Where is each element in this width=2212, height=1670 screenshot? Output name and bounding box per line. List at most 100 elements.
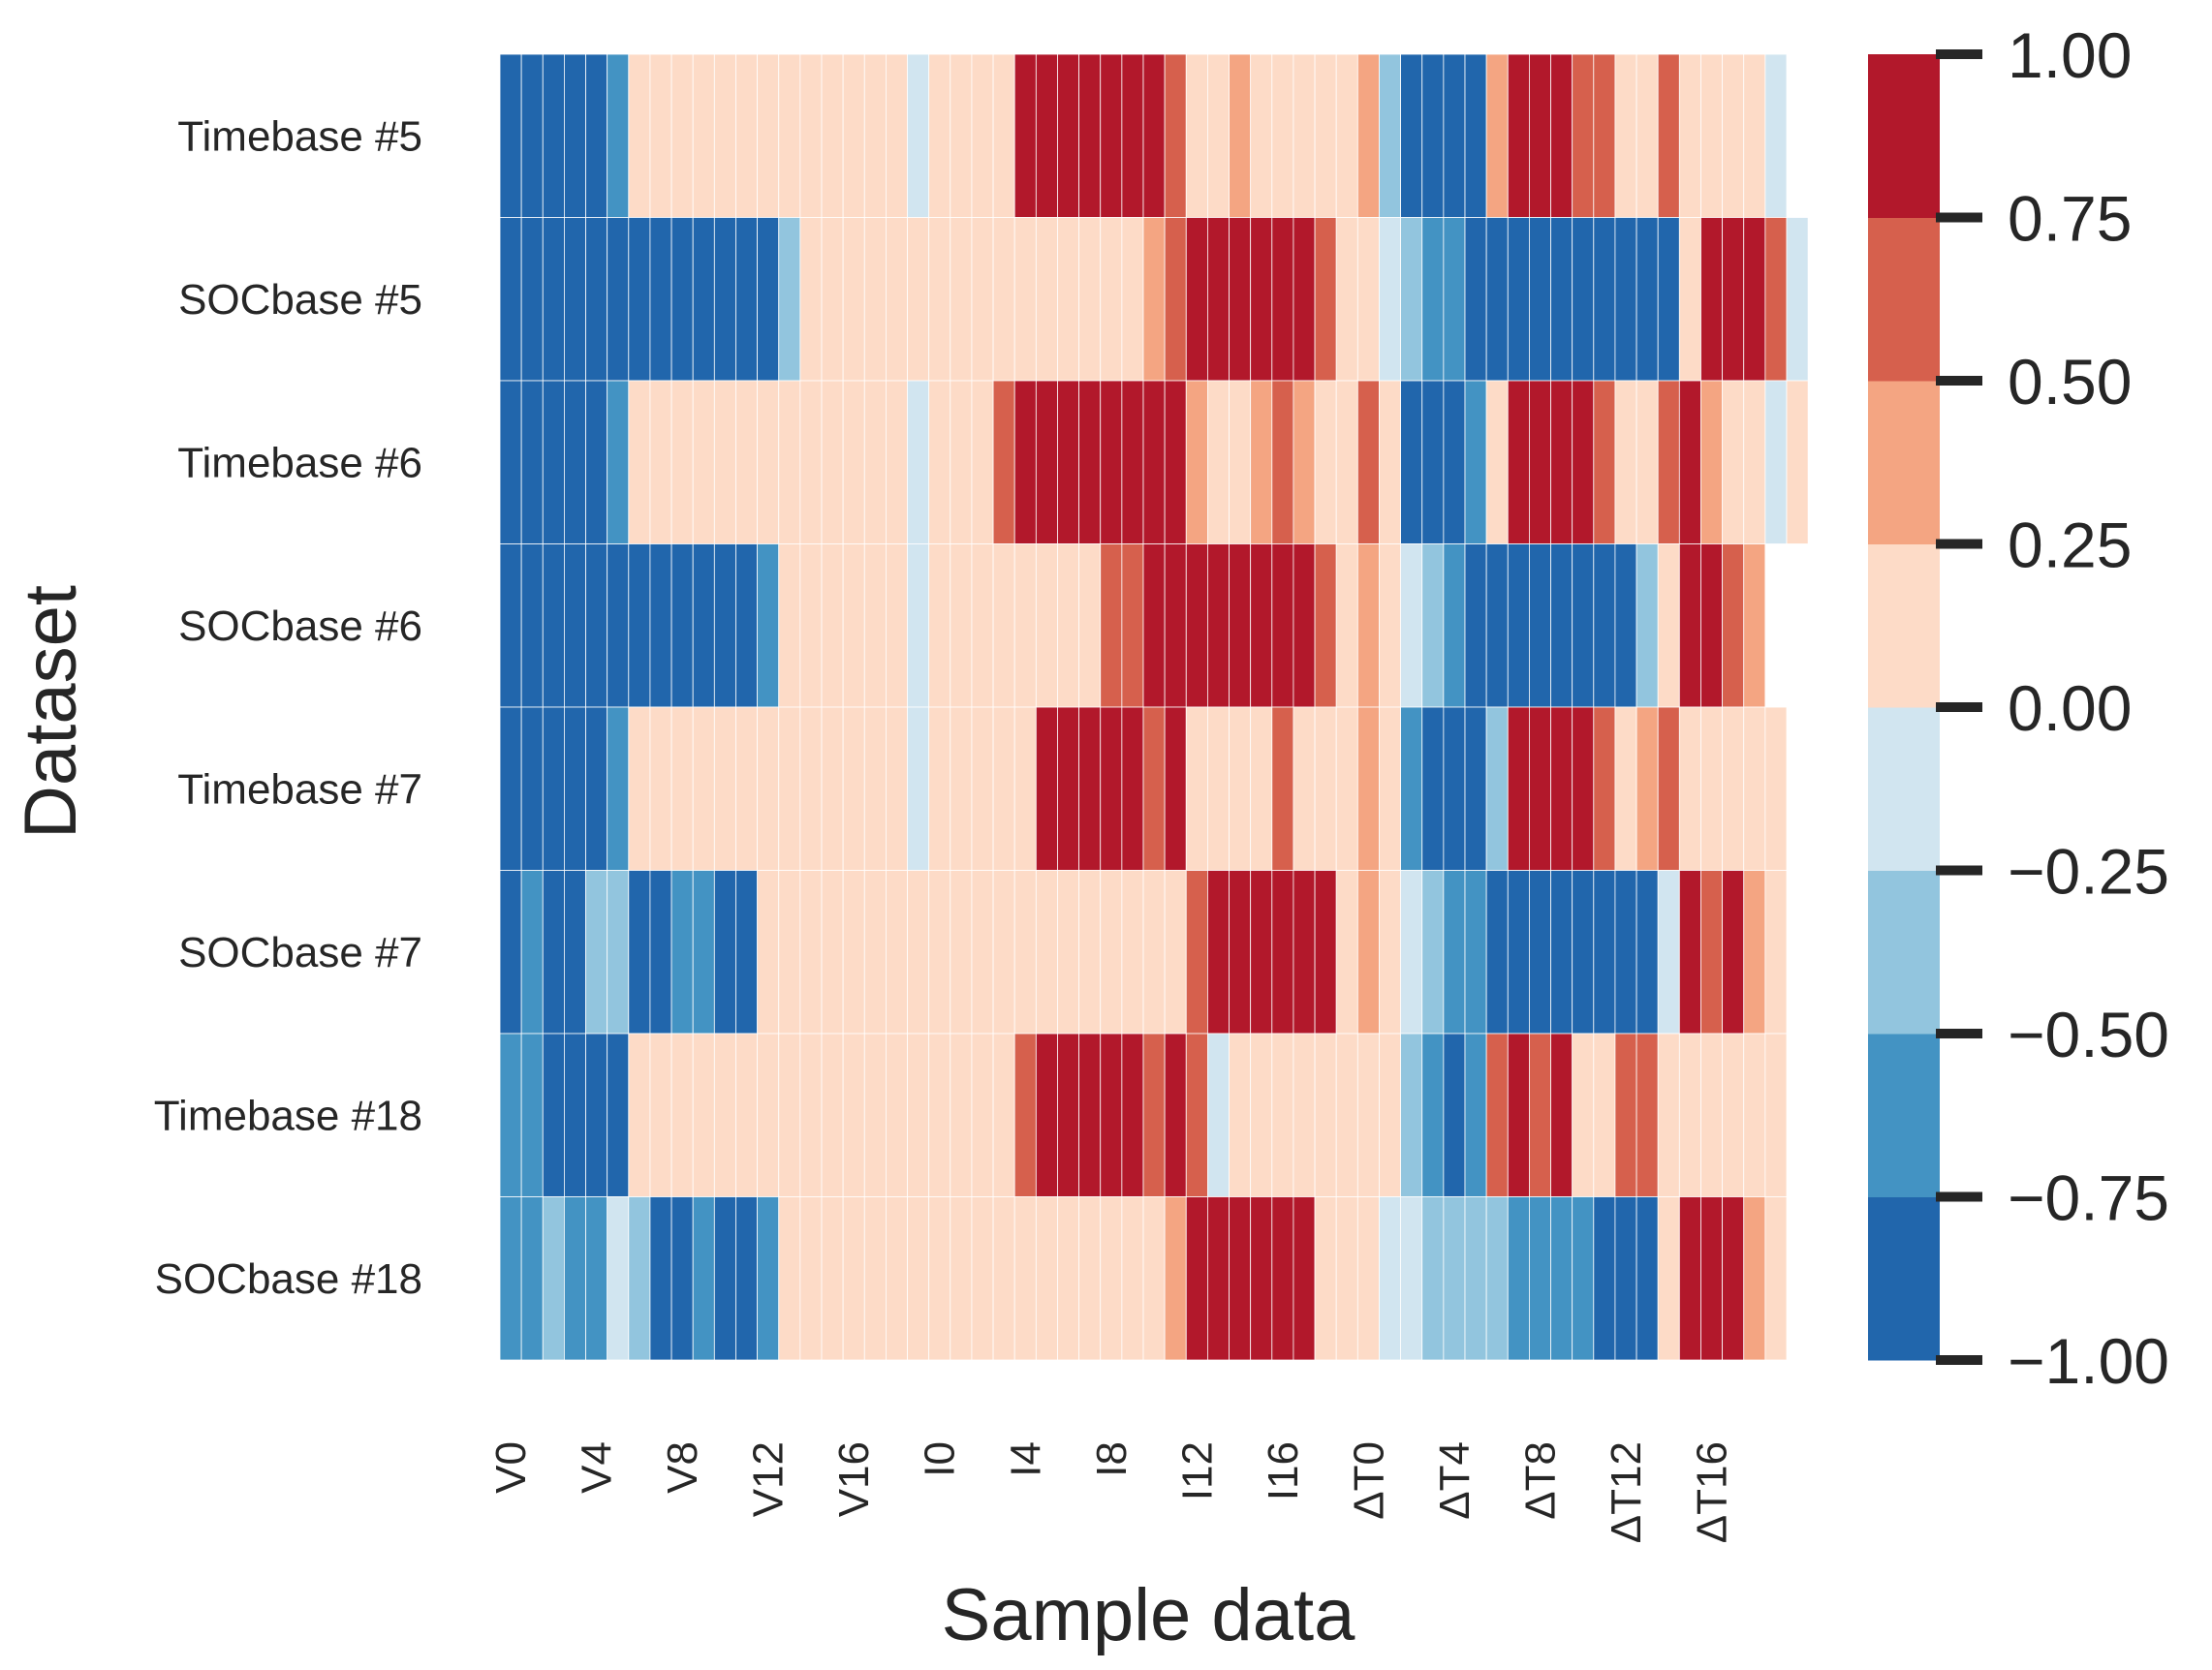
heatmap-cell-r7-c51 [1593, 1196, 1616, 1361]
heatmap-cell-r6-c59 [1764, 1033, 1788, 1197]
heatmap-cell-r4-c44 [1443, 706, 1466, 871]
heatmap-cell-r0-c43 [1421, 53, 1445, 218]
heatmap-cell-r3-c37 [1293, 543, 1316, 708]
heatmap-cell-r7-c42 [1400, 1196, 1423, 1361]
heatmap-cell-r2-c50 [1572, 380, 1595, 544]
heatmap-cell-r0-c56 [1700, 53, 1723, 218]
heatmap-cell-r7-c3 [564, 1196, 586, 1361]
heatmap-cell-r3-c43 [1421, 543, 1445, 708]
heatmap-cell-r4-c58 [1743, 706, 1766, 871]
heatmap-cell-r3-c52 [1614, 543, 1637, 708]
x-tick-label: ΔT16 [1689, 1441, 1736, 1543]
heatmap-cell-r2-c16 [842, 380, 865, 544]
heatmap-cell-r5-c29 [1121, 870, 1144, 1035]
heatmap-cell-r1-c50 [1572, 217, 1595, 382]
heatmap-cell-r1-c20 [928, 217, 951, 382]
heatmap-cell-r6-c18 [886, 1033, 908, 1197]
heatmap-cell-r4-c6 [628, 706, 651, 871]
heatmap-cell-r6-c34 [1229, 1033, 1252, 1197]
heatmap-cell-r2-c3 [564, 380, 586, 544]
heatmap-cell-r4-c34 [1229, 706, 1252, 871]
heatmap-cell-r7-c9 [692, 1196, 715, 1361]
heatmap-cell-r4-c41 [1379, 706, 1401, 871]
heatmap-cell-r3-c33 [1207, 543, 1230, 708]
y-tick-label: Timebase #7 [177, 765, 422, 813]
heatmap-cell-r3-c38 [1314, 543, 1337, 708]
heatmap-cell-r3-c36 [1271, 543, 1294, 708]
heatmap-cell-r6-c11 [735, 1033, 758, 1197]
x-tick-label: V12 [745, 1441, 793, 1517]
heatmap-cell-r1-c34 [1229, 217, 1252, 382]
heatmap-cell-r3-c27 [1078, 543, 1102, 708]
heatmap-cell-r5-c39 [1335, 870, 1358, 1035]
heatmap-cell-r6-c43 [1421, 1033, 1445, 1197]
heatmap-cell-r6-c10 [713, 1033, 736, 1197]
heatmap-cell-r0-c49 [1550, 53, 1573, 218]
heatmap-cell-r5-c31 [1164, 870, 1187, 1035]
heatmap-cell-r5-c33 [1207, 870, 1230, 1035]
heatmap-cell-r2-c59 [1764, 380, 1788, 544]
heatmap-cell-r6-c42 [1400, 1033, 1423, 1197]
heatmap-cell-r7-c10 [713, 1196, 736, 1361]
heatmap-cell-r7-c38 [1314, 1196, 1337, 1361]
heatmap-cell-r0-c54 [1657, 53, 1680, 218]
heatmap-cell-r1-c41 [1379, 217, 1401, 382]
heatmap-cell-r1-c12 [757, 217, 780, 382]
heatmap-cell-r7-c29 [1121, 1196, 1144, 1361]
heatmap-cell-r6-c56 [1700, 1033, 1723, 1197]
heatmap-cell-r7-c2 [542, 1196, 565, 1361]
heatmap-cell-r5-c57 [1722, 870, 1745, 1035]
heatmap-cell-r5-c32 [1185, 870, 1208, 1035]
heatmap-cell-r6-c27 [1078, 1033, 1102, 1197]
heatmap-cell-r0-c19 [907, 53, 930, 218]
heatmap-cell-r2-c38 [1314, 380, 1337, 544]
heatmap-cells [499, 53, 1809, 1361]
y-tick-label: SOCbase #7 [178, 929, 422, 976]
heatmap-cell-r1-c27 [1078, 217, 1102, 382]
heatmap-cell-r0-c31 [1164, 53, 1187, 218]
heatmap-cell-r1-c10 [713, 217, 736, 382]
heatmap-cell-r6-c23 [992, 1033, 1015, 1197]
heatmap-cell-r7-c57 [1722, 1196, 1745, 1361]
heatmap-cell-r3-c19 [907, 543, 930, 708]
heatmap-cell-r4-c32 [1185, 706, 1208, 871]
heatmap-cell-r4-c20 [928, 706, 951, 871]
heatmap-cell-r3-c45 [1464, 543, 1487, 708]
heatmap-cell-r0-c27 [1078, 53, 1102, 218]
heatmap-cell-r4-c31 [1164, 706, 1187, 871]
heatmap-cell-r1-c35 [1250, 217, 1273, 382]
heatmap-cell-r6-c13 [778, 1033, 801, 1197]
heatmap-cell-r5-c37 [1293, 870, 1316, 1035]
heatmap-cell-r7-c40 [1356, 1196, 1380, 1361]
heatmap-cell-r5-c0 [499, 870, 522, 1035]
heatmap-cell-r1-c6 [628, 217, 651, 382]
heatmap-cell-r5-c50 [1572, 870, 1595, 1035]
heatmap-cell-r2-c40 [1356, 380, 1380, 544]
heatmap-cell-r4-c4 [585, 706, 608, 871]
heatmap-cell-r2-c10 [713, 380, 736, 544]
heatmap-cell-r7-c27 [1078, 1196, 1102, 1361]
heatmap-cell-r3-c40 [1356, 543, 1380, 708]
heatmap-cell-r3-c3 [564, 543, 586, 708]
heatmap-cell-r3-c53 [1636, 543, 1659, 708]
x-tick-label: ΔT4 [1431, 1441, 1479, 1520]
heatmap-cell-r2-c44 [1443, 380, 1466, 544]
heatmap-cell-r6-c46 [1485, 1033, 1509, 1197]
heatmap-cell-r3-c49 [1550, 543, 1573, 708]
heatmap-cell-r2-c21 [950, 380, 973, 544]
heatmap-cell-r2-c41 [1379, 380, 1401, 544]
heatmap-cell-r1-c38 [1314, 217, 1337, 382]
heatmap-cell-r1-c55 [1678, 217, 1701, 382]
heatmap-cell-r6-c41 [1379, 1033, 1401, 1197]
heatmap-cell-r1-c59 [1764, 217, 1788, 382]
heatmap-cell-r6-c36 [1271, 1033, 1294, 1197]
heatmap-cell-r2-c19 [907, 380, 930, 544]
heatmap-cell-r3-c31 [1164, 543, 1187, 708]
heatmap-cell-r3-c39 [1335, 543, 1358, 708]
heatmap-cell-r5-c56 [1700, 870, 1723, 1035]
colorbar-segment [1868, 1196, 1940, 1361]
x-tick-label: ΔT8 [1517, 1441, 1565, 1520]
heatmap-cell-r6-c5 [607, 1033, 630, 1197]
colorbar-segment [1868, 870, 1940, 1035]
heatmap-cell-r7-c30 [1142, 1196, 1166, 1361]
